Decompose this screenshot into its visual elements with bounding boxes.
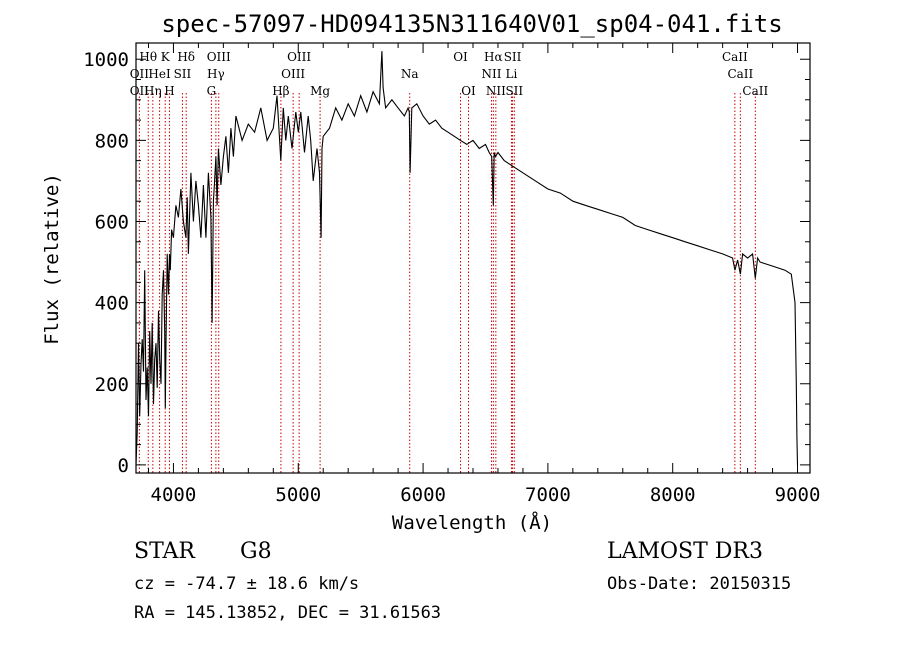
sky-coordinates: RA = 145.13852, DEC = 31.61563 (134, 603, 442, 623)
observation-date: Obs-Date: 20150315 (607, 574, 792, 594)
y-tick-label: 800 (95, 130, 129, 152)
line-label: Hγ (207, 67, 225, 81)
x-tick-label: 8000 (650, 484, 696, 506)
line-label: SII (505, 84, 523, 98)
spectrum-line (135, 51, 799, 465)
line-label: Li (506, 67, 518, 81)
line-label: HeI (148, 67, 171, 81)
redshift-velocity: cz = -74.7 ± 18.6 km/s (134, 574, 360, 594)
x-axis-label: Wavelength (Å) (392, 511, 552, 534)
object-subclass: G8 (240, 539, 272, 564)
x-tick-label: 9000 (775, 484, 821, 506)
x-tick-label: 6000 (400, 484, 446, 506)
y-axis-label: Flux (relative) (41, 173, 63, 345)
line-label: Mg (310, 84, 330, 98)
y-tick-label: 200 (95, 374, 129, 396)
line-label: OII (130, 84, 150, 98)
chart-title: spec-57097-HD094135N311640V01_sp04-041.f… (161, 10, 782, 38)
line-label: Hα (484, 50, 503, 64)
line-label: K (161, 50, 171, 64)
x-axis-ticks: 4000 5000 6000 7000 8000 9000 (147, 43, 821, 506)
survey-name: LAMOST DR3 (607, 539, 763, 564)
line-label: Hθ (139, 50, 157, 64)
line-label: OI (461, 84, 476, 98)
line-label: SII (504, 50, 522, 64)
line-label: Hη (144, 84, 162, 98)
y-tick-label: 400 (95, 293, 129, 315)
line-label: Hβ (272, 84, 289, 98)
line-label: OIII (207, 50, 231, 64)
x-tick-label: 4000 (151, 484, 197, 506)
line-label: OIII (281, 67, 305, 81)
line-label: G (207, 84, 217, 98)
line-label: NII (481, 67, 501, 81)
line-label: SII (174, 67, 192, 81)
line-label: CaII (727, 67, 753, 81)
line-label: CaII (742, 84, 768, 98)
line-label: NII (486, 84, 506, 98)
x-tick-label: 7000 (525, 484, 571, 506)
y-tick-label: 0 (118, 455, 129, 477)
emission-line-markers (138, 93, 756, 473)
line-label: OIII (287, 50, 311, 64)
y-axis-ticks: 0 200 400 600 800 1000 (83, 49, 810, 477)
line-label: H (164, 84, 174, 98)
line-label: CaII (722, 50, 748, 64)
object-class: STAR (134, 539, 195, 564)
y-tick-label: 1000 (83, 49, 129, 71)
plot-frame (135, 42, 811, 474)
x-tick-label: 5000 (275, 484, 321, 506)
line-label: Na (401, 67, 419, 81)
line-label: OI (453, 50, 468, 64)
line-label: Hδ (177, 50, 195, 64)
line-label: OII (130, 67, 150, 81)
y-tick-label: 600 (95, 211, 129, 233)
